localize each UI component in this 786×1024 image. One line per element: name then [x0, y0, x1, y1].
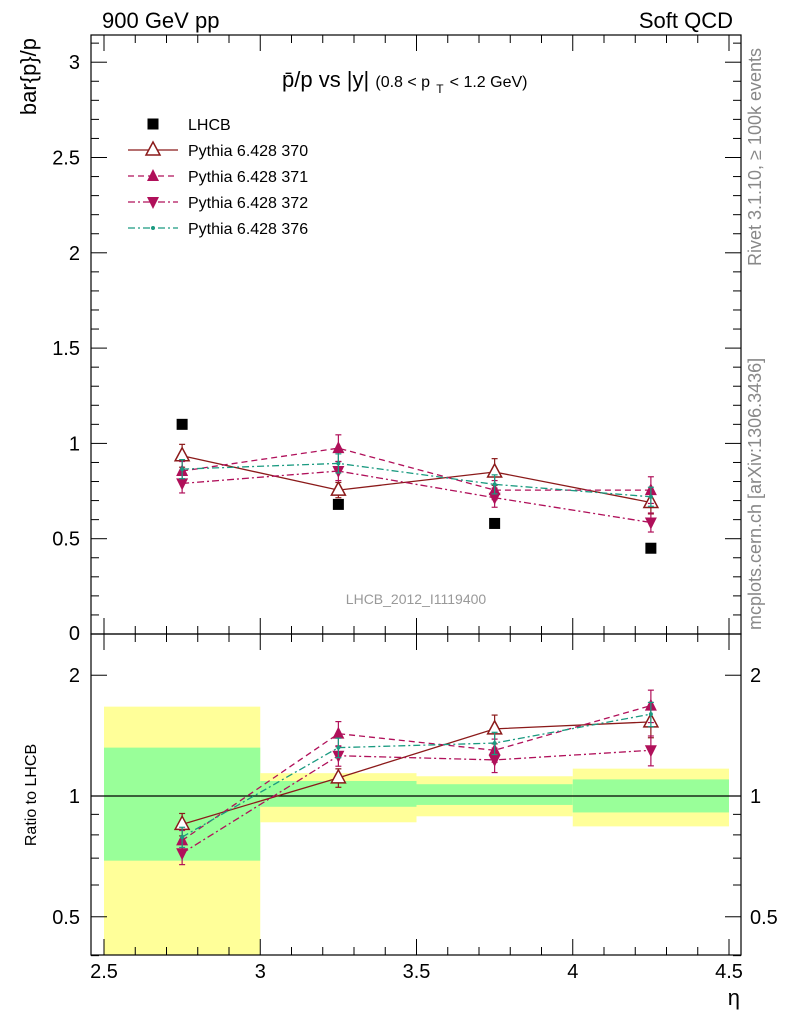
ratio-point — [330, 768, 347, 784]
legend-label: Pythia 6.428 371 — [188, 169, 308, 186]
ratio-series-0 — [173, 706, 660, 837]
legend-label: Pythia 6.428 370 — [188, 143, 308, 160]
legend-item-4: Pythia 6.428 376 — [128, 221, 308, 238]
legend-item-0: LHCB — [147, 117, 231, 134]
y-tick-label: 3 — [69, 52, 80, 74]
ratio-y-tick-label-right: 2 — [750, 665, 761, 687]
y-tick-label: 1 — [69, 433, 80, 455]
ratio-y-tick-label-left: 1 — [69, 786, 80, 808]
main-y-axis-label: bar{p}/p — [16, 38, 41, 115]
legend-marker — [147, 169, 159, 181]
x-tick-label: 3 — [255, 961, 266, 983]
series-1 — [173, 443, 660, 515]
data-point — [644, 517, 657, 530]
ratio-line — [181, 721, 651, 825]
series-3 — [176, 460, 657, 533]
plot-title: p̄/p vs |y| (0.8 < p T < 1.2 GeV) — [282, 67, 528, 98]
data-point — [176, 418, 188, 430]
plot-title-main: p̄/p vs |y| — [282, 67, 369, 92]
data-point — [648, 494, 653, 499]
y-tick-label: 0.5 — [52, 529, 80, 551]
axes-group: 2.5 3 3.5 4 4.5 0.5 1 1.5 2 2.5 3 0 0.5 0.5 1 1 2 2 — [52, 35, 778, 983]
data-point — [336, 461, 341, 466]
series-line — [181, 455, 651, 504]
ratio-point — [488, 754, 501, 767]
plot-title-sub-index: T — [436, 82, 444, 96]
ratio-series-group — [173, 689, 660, 866]
data-point — [645, 542, 657, 554]
data-point — [332, 441, 345, 454]
x-tick-label: 4.5 — [715, 961, 743, 983]
series-line — [182, 462, 651, 498]
x-tick-label: 3.5 — [403, 961, 431, 983]
data-point — [173, 446, 191, 462]
ratio-y-axis-label: Ratio to LHCB — [23, 744, 40, 846]
x-tick-label: 4 — [567, 961, 578, 983]
legend-marker — [144, 140, 162, 156]
ratio-y-tick-label-left: 0.5 — [52, 907, 80, 929]
data-point — [489, 517, 501, 529]
data-point — [330, 480, 347, 496]
legend-item-1: Pythia 6.428 370 — [128, 140, 308, 160]
legend-marker — [147, 118, 159, 130]
ratio-point — [176, 848, 189, 861]
ratio-y-tick-label-right: 0.5 — [750, 907, 778, 929]
ratio-y-tick-label-left: 2 — [69, 665, 80, 687]
ratio-series-3 — [179, 701, 654, 849]
data-point — [180, 467, 185, 472]
ratio-y-tick-label-right: 1 — [750, 786, 761, 808]
main-series-group — [173, 418, 660, 554]
y-tick-label: 2.5 — [52, 148, 80, 170]
x-tick-label: 2.5 — [90, 961, 118, 983]
legend-label: Pythia 6.428 376 — [188, 221, 308, 238]
series-4 — [179, 453, 654, 507]
ratio-point — [644, 745, 657, 758]
ratio-line — [181, 704, 652, 841]
y-tick-label-zero: 0 — [69, 623, 80, 645]
ratio-point — [332, 726, 345, 739]
ratio-point — [336, 745, 341, 750]
series-2 — [176, 434, 657, 505]
ratio-band-green-2 — [416, 784, 573, 805]
analysis-watermark: LHCB_2012_I1119400 — [346, 591, 487, 607]
legend: LHCB Pythia 6.428 370 Pythia 6.428 371 Pyth… — [128, 117, 308, 238]
legend-label: LHCB — [188, 117, 231, 134]
ratio-line — [181, 713, 651, 838]
x-axis-label: η — [728, 985, 740, 1010]
legend-item-3: Pythia 6.428 372 — [128, 195, 308, 212]
data-point — [492, 482, 497, 487]
series-line — [182, 470, 651, 524]
plot-title-sub-end: < 1.2 GeV) — [450, 74, 528, 91]
ratio-uncertainty-bands — [104, 706, 729, 955]
header-left-label: 900 GeV pp — [102, 8, 220, 33]
data-point — [488, 492, 501, 505]
series-0 — [176, 418, 657, 554]
ratio-point — [492, 741, 497, 746]
y-tick-label: 2 — [69, 243, 80, 265]
ratio-point — [648, 712, 653, 717]
data-point — [332, 498, 344, 510]
y-tick-label: 1.5 — [52, 338, 80, 360]
legend-marker — [151, 226, 155, 230]
legend-label: Pythia 6.428 372 — [188, 195, 308, 212]
plot-title-sub: (0.8 < p — [375, 74, 430, 91]
data-point — [176, 478, 189, 491]
legend-marker — [147, 197, 159, 209]
header-right-label: Soft QCD — [638, 8, 733, 33]
ratio-point — [180, 835, 185, 840]
ratio-line — [181, 749, 651, 854]
legend-item-2: Pythia 6.428 371 — [128, 169, 308, 186]
